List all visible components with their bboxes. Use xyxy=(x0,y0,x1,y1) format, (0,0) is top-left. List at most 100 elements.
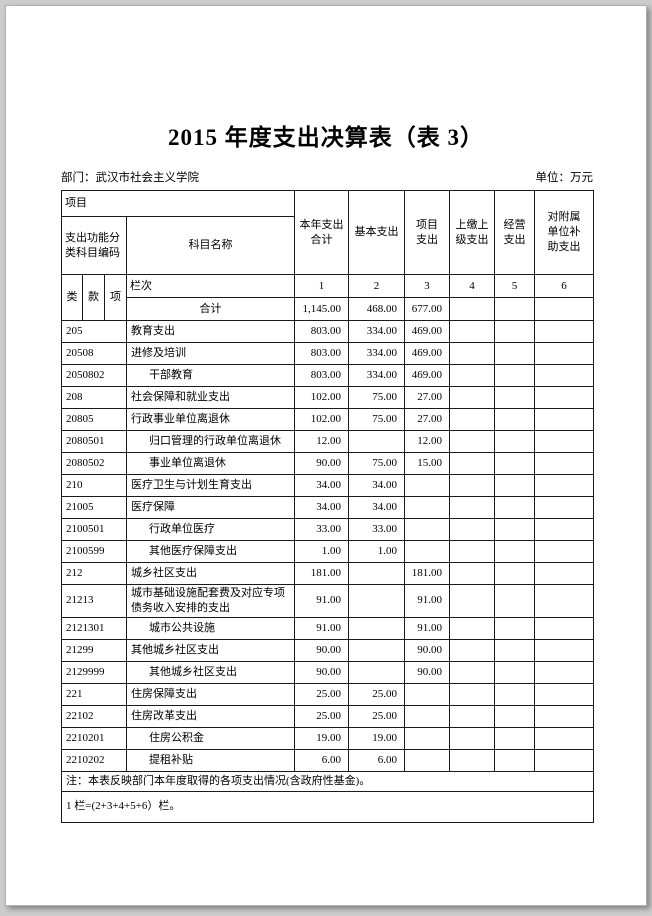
cell-value: 25.00 xyxy=(348,704,405,728)
cell-value xyxy=(534,430,594,453)
cell-subject-name: 城市基础设施配套费及对应专项债务收入安排的支出 xyxy=(126,584,295,618)
cell-value xyxy=(494,638,535,662)
cell-value: 90.00 xyxy=(294,638,349,662)
cell-value: 34.00 xyxy=(294,496,349,519)
department-label: 部门：武汉市社会主义学院 xyxy=(61,172,199,184)
cell-value: 91.00 xyxy=(294,584,349,618)
document-page: 2015 年度支出决算表（表 3） 部门：武汉市社会主义学院 单位：万元 项目 … xyxy=(5,5,647,906)
cell-value xyxy=(404,518,450,541)
cell-value: 1.00 xyxy=(294,540,349,563)
table-row: 2210201 住房公积金 19.00 19.00 xyxy=(61,726,594,750)
cell-value: 102.00 xyxy=(294,408,349,431)
total-value xyxy=(494,297,535,321)
table-row: 20805 行政事业单位离退休 102.00 75.00 27.00 xyxy=(61,408,594,431)
header-operating-expenditure: 经营支出 xyxy=(494,190,535,275)
cell-value xyxy=(449,474,495,497)
table-row: 20508 进修及培训 803.00 334.00 469.00 xyxy=(61,342,594,365)
cell-value xyxy=(494,682,535,706)
table-body: 205 教育支出 803.00 334.00 469.00 20508 进修及培训 803.0… xyxy=(61,320,594,772)
cell-function-code: 2080501 xyxy=(61,430,127,453)
cell-value xyxy=(348,616,405,640)
cell-subject-name: 社会保障和就业支出 xyxy=(126,386,295,409)
cell-value xyxy=(534,748,594,772)
cell-function-code: 2100501 xyxy=(61,518,127,541)
cell-value xyxy=(534,726,594,750)
cell-subject-name: 行政事业单位离退休 xyxy=(126,408,295,431)
cell-value: 25.00 xyxy=(294,682,349,706)
cell-value xyxy=(534,682,594,706)
cell-subject-name: 行政单位医疗 xyxy=(126,518,295,541)
formula-note-text: 1 栏=(2+3+4+5+6）栏。 xyxy=(61,790,594,823)
cell-value xyxy=(404,540,450,563)
cell-value xyxy=(534,518,594,541)
cell-subject-name: 其他城乡社区支出 xyxy=(126,638,295,662)
cell-value xyxy=(449,562,495,585)
cell-subject-name: 城乡社区支出 xyxy=(126,562,295,585)
cell-value xyxy=(494,342,535,365)
cell-value xyxy=(534,364,594,387)
column-number: 1 xyxy=(294,274,349,298)
table-row: 22102 住房改革支出 25.00 25.00 xyxy=(61,704,594,728)
cell-subject-name: 住房保障支出 xyxy=(126,682,295,706)
cell-value xyxy=(534,342,594,365)
cell-value xyxy=(534,562,594,585)
cell-value xyxy=(534,616,594,640)
cell-function-code: 2210202 xyxy=(61,748,127,772)
cell-value: 90.00 xyxy=(404,660,450,684)
cell-value: 33.00 xyxy=(348,518,405,541)
cell-value: 34.00 xyxy=(348,474,405,497)
cell-subject-name: 干部教育 xyxy=(126,364,295,387)
cell-value: 19.00 xyxy=(348,726,405,750)
cell-value xyxy=(449,452,495,475)
cell-value xyxy=(449,638,495,662)
cell-value: 75.00 xyxy=(348,386,405,409)
cell-value: 12.00 xyxy=(404,430,450,453)
cell-value xyxy=(449,342,495,365)
cell-value: 25.00 xyxy=(348,682,405,706)
cell-value: 27.00 xyxy=(404,408,450,431)
cell-subject-name: 其他医疗保障支出 xyxy=(126,540,295,563)
cell-value xyxy=(494,408,535,431)
cell-value xyxy=(449,496,495,519)
cell-value: 803.00 xyxy=(294,364,349,387)
cell-value xyxy=(494,496,535,519)
cell-function-code: 2129999 xyxy=(61,660,127,684)
cell-function-code: 2080502 xyxy=(61,452,127,475)
cell-value xyxy=(494,518,535,541)
cell-value: 33.00 xyxy=(294,518,349,541)
cell-value: 34.00 xyxy=(294,474,349,497)
cell-function-code: 205 xyxy=(61,320,127,343)
header-project-expenditure: 项目支出 xyxy=(404,190,450,275)
total-label: 合计 xyxy=(126,297,295,321)
cell-value xyxy=(449,748,495,772)
table-row: 2050802 干部教育 803.00 334.00 469.00 xyxy=(61,364,594,387)
cell-value: 181.00 xyxy=(404,562,450,585)
cell-value xyxy=(449,408,495,431)
table-row: 2129999 其他城乡社区支出 90.00 90.00 xyxy=(61,660,594,684)
lanci-label: 栏次 xyxy=(126,274,295,298)
total-value: 468.00 xyxy=(348,297,405,321)
cell-value xyxy=(449,518,495,541)
cell-function-code: 2210201 xyxy=(61,726,127,750)
cell-value xyxy=(404,496,450,519)
cell-value: 12.00 xyxy=(294,430,349,453)
header-current-year-total: 本年支出合计 xyxy=(294,190,349,275)
cell-value xyxy=(449,540,495,563)
column-number: 4 xyxy=(449,274,495,298)
cell-value: 803.00 xyxy=(294,320,349,343)
cell-value: 19.00 xyxy=(294,726,349,750)
column-number: 2 xyxy=(348,274,405,298)
table-row: 210 医疗卫生与计划生育支出 34.00 34.00 xyxy=(61,474,594,497)
cell-value xyxy=(404,726,450,750)
cell-value: 91.00 xyxy=(404,584,450,618)
total-value xyxy=(449,297,495,321)
table-row: 205 教育支出 803.00 334.00 469.00 xyxy=(61,320,594,343)
cell-value: 181.00 xyxy=(294,562,349,585)
cell-value: 90.00 xyxy=(294,660,349,684)
header-row-project: 项目 本年支出合计 基本支出 项目支出 上缴上级支出 经营支出 对附属单位补助支… xyxy=(61,190,594,275)
cell-subject-name: 教育支出 xyxy=(126,320,295,343)
cell-value xyxy=(348,638,405,662)
cell-function-code: 21213 xyxy=(61,584,127,618)
cell-value: 469.00 xyxy=(404,364,450,387)
table-row: 2080502 事业单位离退休 90.00 75.00 15.00 xyxy=(61,452,594,475)
